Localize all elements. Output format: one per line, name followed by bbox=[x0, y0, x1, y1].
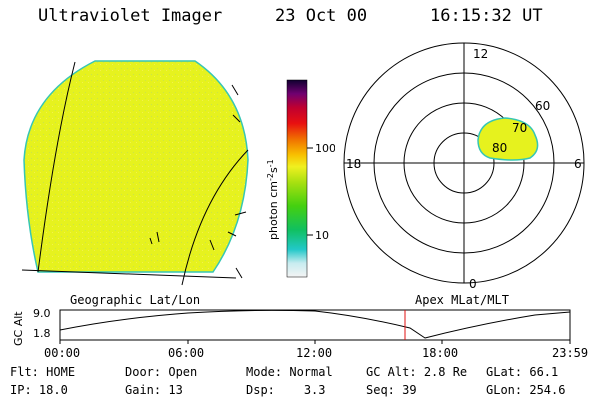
x-tick-1200: 12:00 bbox=[296, 346, 333, 360]
y-tick-9: 9.0 bbox=[33, 307, 51, 320]
info-gain: Gain: 13 bbox=[125, 383, 183, 397]
earth-disk bbox=[23, 60, 249, 273]
colorbar-tick-10: 10 bbox=[315, 229, 329, 242]
image-time: 16:15:32 UT bbox=[430, 6, 543, 26]
y-tick-1-8: 1.8 bbox=[33, 327, 51, 340]
lat-label-70: 70 bbox=[512, 121, 527, 135]
colorbar-label: photon cm-2s-1 bbox=[266, 159, 280, 240]
mlt-label-18: 18 bbox=[346, 157, 361, 171]
info-dsp: Dsp: 3.3 bbox=[246, 383, 326, 397]
colorbar-tick-100: 100 bbox=[315, 142, 335, 155]
lat-label-80: 80 bbox=[492, 141, 507, 155]
image-title: Ultraviolet Imager bbox=[38, 6, 223, 26]
info-mode: Mode: Normal bbox=[246, 365, 333, 379]
info-glon: GLon: 254.6 bbox=[486, 383, 566, 397]
x-tick-0000: 00:00 bbox=[44, 346, 81, 360]
x-tick-2359: 23:59 bbox=[552, 346, 589, 360]
x-tick-1800: 18:00 bbox=[422, 346, 459, 360]
gc-alt-axis-label: GC Alt bbox=[12, 311, 25, 346]
info-flt: Flt: HOME bbox=[10, 365, 76, 379]
info-gc-alt: GC Alt: 2.8 Re bbox=[366, 365, 468, 379]
intensity-colorbar: 100 10 photon cm-2s-1 bbox=[266, 79, 335, 278]
info-ip: IP: 18.0 bbox=[10, 383, 68, 397]
geographic-map bbox=[21, 60, 249, 286]
apex-caption: Apex MLat/MLT bbox=[415, 293, 509, 307]
info-seq: Seq: 39 bbox=[366, 383, 417, 397]
orbit-plot-frame bbox=[59, 309, 571, 341]
geographic-caption: Geographic Lat/Lon bbox=[70, 293, 201, 307]
image-date: 23 Oct 00 bbox=[275, 6, 368, 26]
x-tick-0600: 06:00 bbox=[168, 346, 205, 360]
lat-label-60: 60 bbox=[535, 99, 550, 113]
info-door: Door: Open bbox=[125, 365, 198, 379]
colorbar-gradient bbox=[286, 79, 308, 278]
info-glat: GLat: 66.1 bbox=[486, 365, 559, 379]
mlt-label-6: 6 bbox=[574, 157, 582, 171]
lat-lon-grid bbox=[21, 61, 249, 286]
auroral-oval bbox=[477, 117, 539, 161]
polar-mlat-mlt-plot: 12 18 6 0 60 70 80 bbox=[343, 42, 585, 291]
orbit-altitude-plot: GC Alt 9.0 1.8 bbox=[12, 307, 571, 346]
altitude-curve bbox=[59, 309, 571, 339]
mlt-label-0: 0 bbox=[469, 277, 477, 291]
mlt-label-12: 12 bbox=[473, 47, 488, 61]
